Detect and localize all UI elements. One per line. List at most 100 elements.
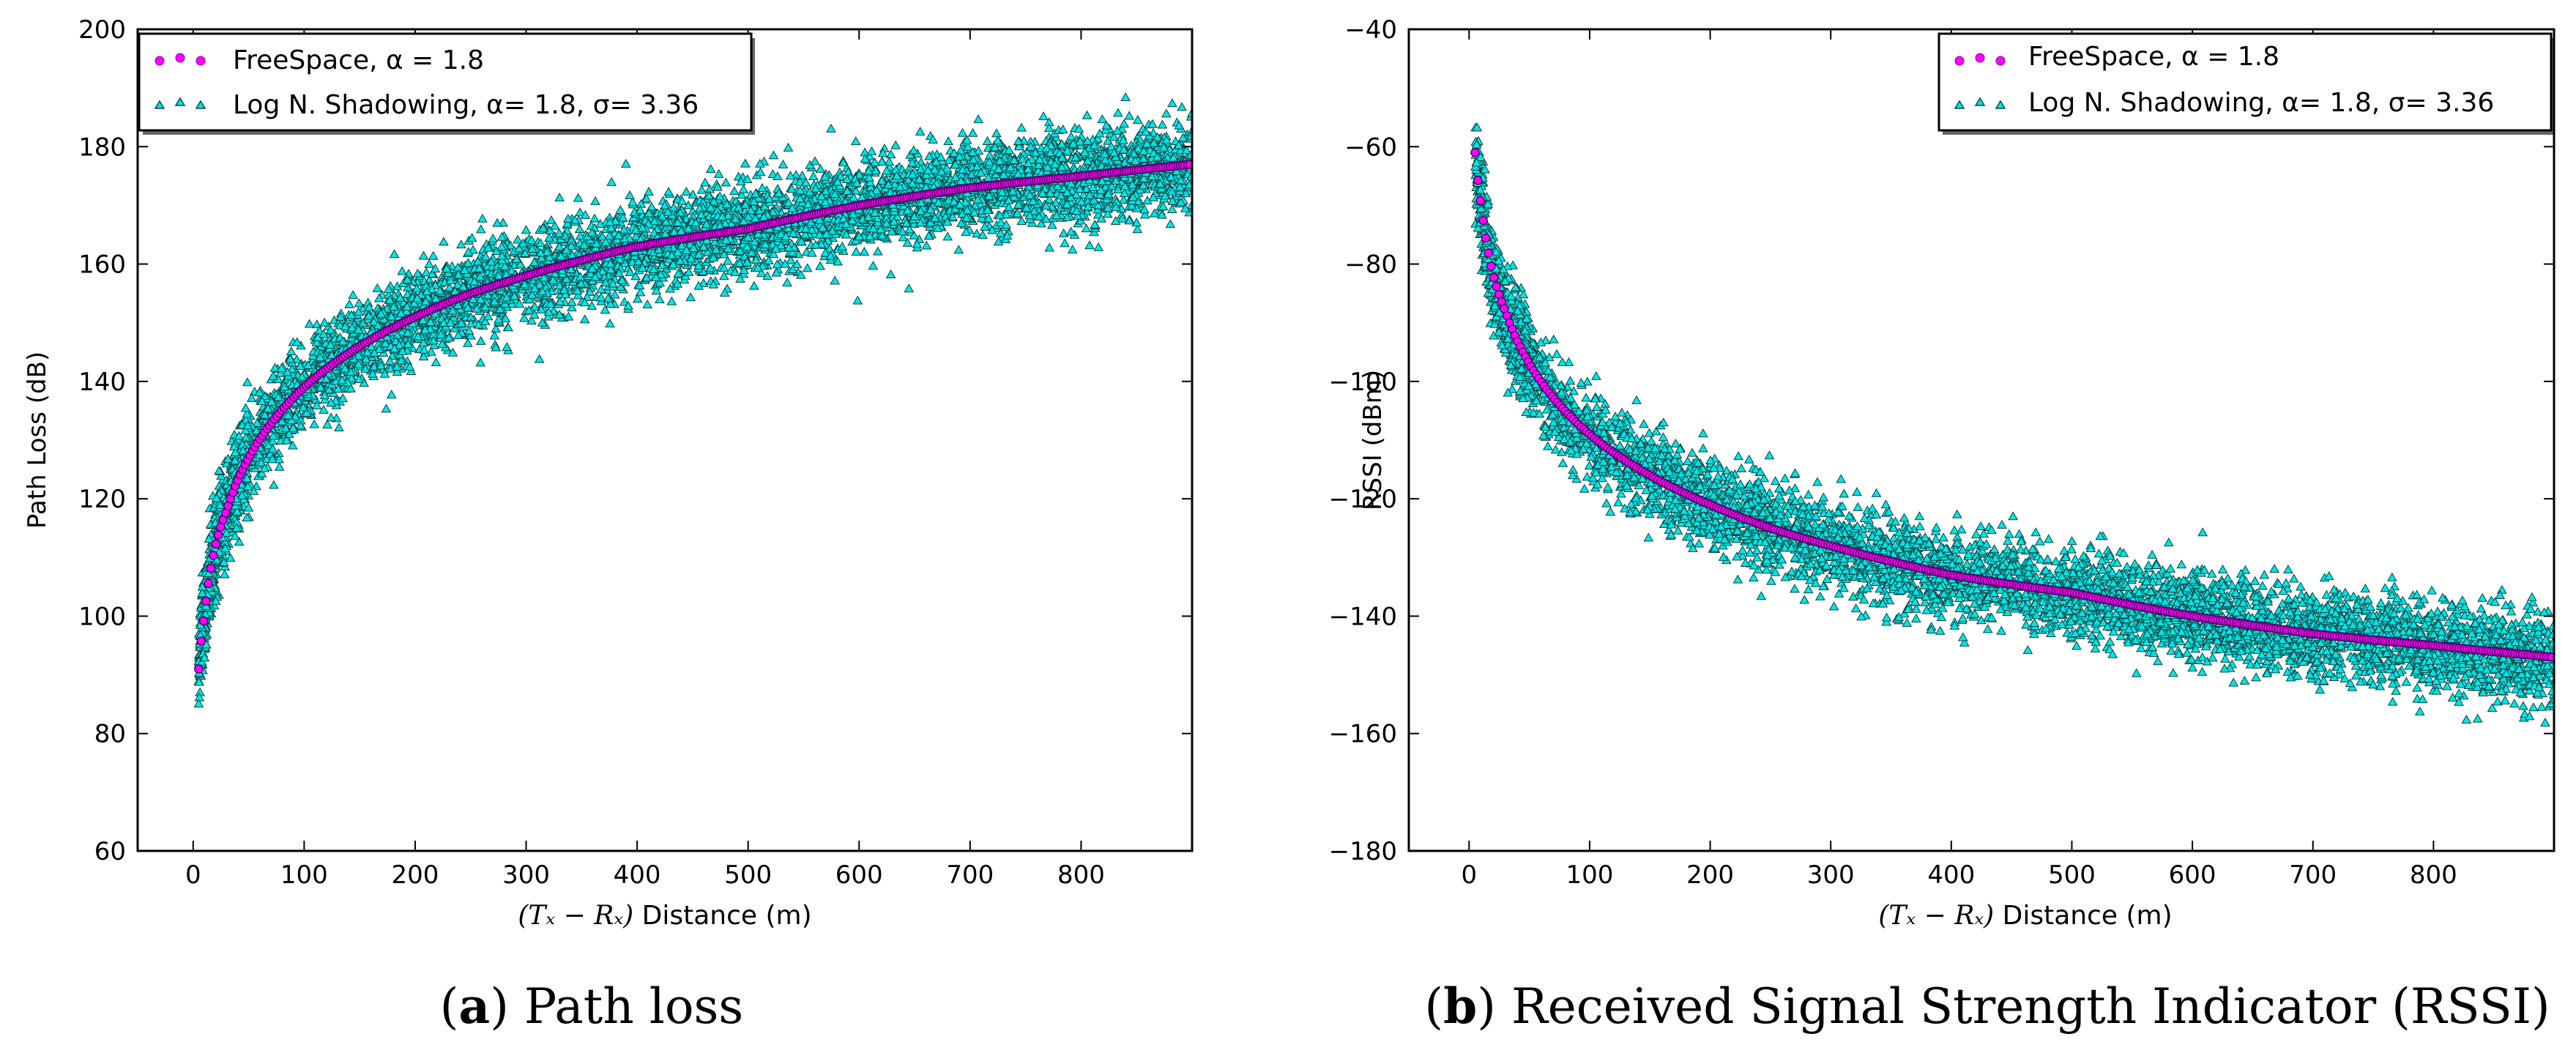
- shadowing-point-a: [615, 281, 626, 291]
- shadowing-point-a: [475, 335, 486, 345]
- shadowing-point-a: [852, 295, 863, 305]
- shadowing-point-a: [794, 193, 805, 203]
- shadowing-point-a: [246, 393, 257, 402]
- shadowing-point-a: [983, 190, 994, 200]
- shadowing-point-a: [1033, 211, 1044, 220]
- shadowing-point-a: [1124, 111, 1135, 120]
- shadowing-point-a: [753, 262, 763, 272]
- shadowing-point-a: [426, 284, 437, 294]
- shadowing-point-a: [619, 297, 630, 306]
- shadowing-point-a: [441, 264, 452, 273]
- shadowing-point-a: [546, 299, 556, 308]
- shadowing-point-a: [1127, 179, 1138, 189]
- shadowing-point-a: [269, 362, 280, 372]
- shadowing-point-a: [267, 444, 278, 453]
- shadowing-point-a: [1009, 155, 1019, 164]
- shadowing-point-a: [892, 171, 902, 180]
- shadowing-point-a: [386, 390, 397, 399]
- shadowing-point-a: [572, 286, 583, 295]
- shadowing-point-a: [1095, 185, 1106, 194]
- shadowing-point-a: [561, 274, 572, 283]
- shadowing-point-a: [883, 179, 894, 189]
- shadowing-point-a: [796, 269, 806, 279]
- shadowing-point-a: [475, 357, 486, 367]
- shadowing-point-a: [993, 237, 1004, 246]
- shadowing-point-a: [729, 267, 740, 277]
- shadowing-point-a: [773, 171, 783, 181]
- shadowing-point-a: [1128, 192, 1139, 201]
- shadowing-point-a: [1096, 213, 1107, 223]
- shadowing-point-a: [694, 203, 705, 212]
- shadowing-point-a: [773, 188, 784, 198]
- shadowing-point-a: [554, 309, 565, 319]
- shadowing-point-a: [871, 185, 882, 195]
- shadowing-point-a: [719, 287, 730, 297]
- shadowing-point-a: [1110, 215, 1121, 225]
- shadowing-point-a: [815, 163, 826, 173]
- shadowing-point-a: [1149, 208, 1160, 217]
- shadowing-point-a: [274, 461, 285, 471]
- shadowing-point-a: [252, 418, 263, 428]
- shadowing-point-a: [1076, 196, 1087, 206]
- shadowing-point-a: [660, 216, 671, 226]
- shadowing-point-a: [787, 247, 797, 256]
- shadowing-point-a: [909, 211, 920, 220]
- shadowing-point-a: [669, 202, 679, 212]
- shadowing-point-a: [915, 127, 926, 136]
- shadowing-point-a: [1060, 238, 1071, 248]
- shadowing-point-a: [1168, 152, 1179, 162]
- shadowing-point-a: [251, 425, 261, 435]
- shadowing-point-a: [902, 237, 913, 247]
- shadowing-point-a: [554, 242, 565, 251]
- shadowing-point-a: [1029, 206, 1040, 215]
- shadowing-point-a: [922, 175, 933, 185]
- shadowing-point-a: [1100, 155, 1111, 164]
- shadowing-point-a: [340, 321, 351, 331]
- shadowing-point-a: [302, 360, 313, 369]
- shadowing-point-a: [1057, 124, 1068, 133]
- shadowing-point-a: [1027, 196, 1038, 205]
- shadowing-point-a: [1065, 192, 1076, 201]
- shadowing-point-a: [635, 205, 646, 215]
- shadowing-point-a: [575, 207, 585, 217]
- shadowing-point-a: [1052, 181, 1063, 190]
- shadowing-point-a: [762, 271, 773, 280]
- shadowing-point-a: [693, 260, 704, 269]
- shadowing-point-a: [326, 412, 336, 422]
- shadowing-point-a: [1158, 201, 1169, 211]
- shadowing-point-a: [1078, 190, 1089, 199]
- shadowing-point-a: [322, 420, 332, 429]
- shadowing-point-a: [775, 228, 786, 238]
- shadowing-point-a: [841, 229, 852, 239]
- shadowing-point-a: [597, 231, 608, 241]
- shadowing-point-a: [723, 210, 734, 220]
- shadowing-point-a: [606, 264, 616, 274]
- shadowing-point-a: [346, 310, 357, 319]
- shadowing-point-a: [491, 342, 502, 351]
- shadowing-point-a: [397, 266, 408, 275]
- shadowing-point-a: [1071, 152, 1081, 162]
- shadowing-point-a: [1109, 147, 1120, 157]
- shadowing-point-a: [617, 275, 628, 284]
- shadowing-point-a: [589, 213, 600, 223]
- shadowing-point-a: [620, 158, 631, 168]
- shadowing-point-a: [1142, 138, 1153, 148]
- shadowing-point-a: [735, 176, 746, 186]
- shadowing-point-a: [1138, 154, 1149, 163]
- shadowing-point-a: [816, 239, 827, 248]
- shadowing-point-a: [395, 292, 406, 302]
- shadowing-point-a: [1068, 138, 1079, 148]
- shadowing-point-a: [876, 175, 887, 185]
- shadowing-point-a: [1072, 210, 1083, 220]
- shadowing-point-a: [1156, 209, 1167, 219]
- shadowing-point-a: [313, 332, 323, 342]
- shadowing-point-a: [519, 313, 529, 322]
- shadowing-point-a: [635, 287, 646, 297]
- shadowing-point-a: [1016, 122, 1027, 132]
- shadowing-point-a: [998, 170, 1009, 179]
- shadowing-point-a: [794, 176, 805, 186]
- shadowing-point-a: [708, 196, 719, 206]
- shadowing-point-a: [885, 269, 896, 279]
- shadowing-point-a: [242, 377, 253, 387]
- shadowing-point-a: [901, 217, 912, 227]
